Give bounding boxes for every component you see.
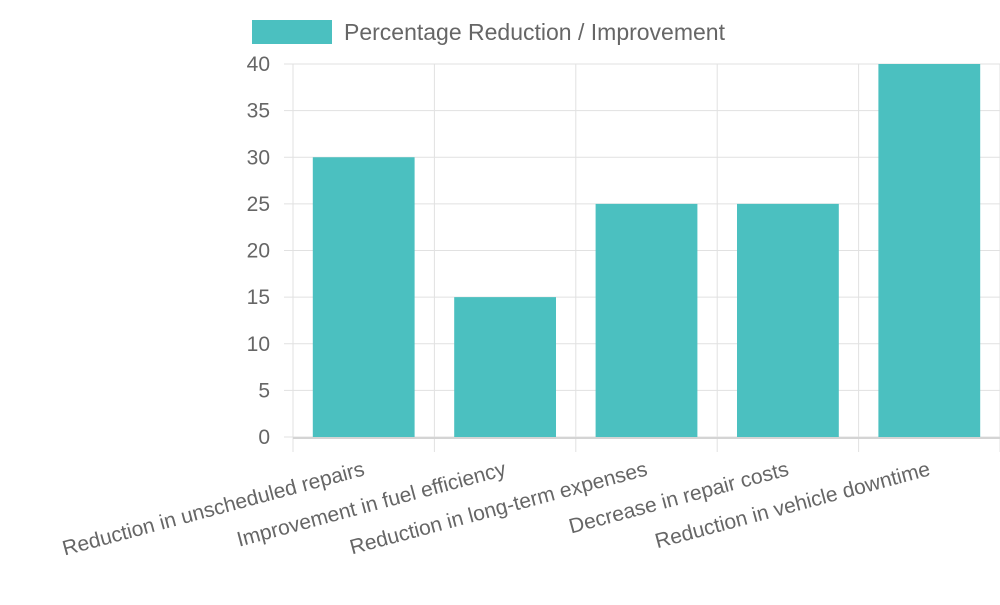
bar <box>312 157 415 437</box>
y-tick-label: 5 <box>258 379 270 402</box>
bar <box>454 297 557 437</box>
bar <box>736 203 839 437</box>
y-tick-label: 35 <box>247 100 270 123</box>
y-tick-label: 0 <box>258 426 270 449</box>
y-tick-label: 20 <box>247 240 270 263</box>
bars <box>312 64 981 437</box>
legend-swatch <box>252 20 332 44</box>
bar <box>595 203 698 437</box>
y-axis-ticks: 0 5 10 15 20 25 30 35 40 <box>247 53 270 449</box>
y-tick-label: 25 <box>247 193 270 216</box>
legend-label: Percentage Reduction / Improvement <box>344 19 726 45</box>
x-axis-ticks: Reduction in unscheduled repairsImprovem… <box>60 457 933 560</box>
bar <box>878 64 981 437</box>
y-tick-label: 10 <box>247 333 270 356</box>
y-tick-label: 15 <box>247 286 270 309</box>
legend: Percentage Reduction / Improvement <box>252 19 726 45</box>
y-tick-label: 40 <box>247 53 270 76</box>
y-tick-label: 30 <box>247 146 270 169</box>
